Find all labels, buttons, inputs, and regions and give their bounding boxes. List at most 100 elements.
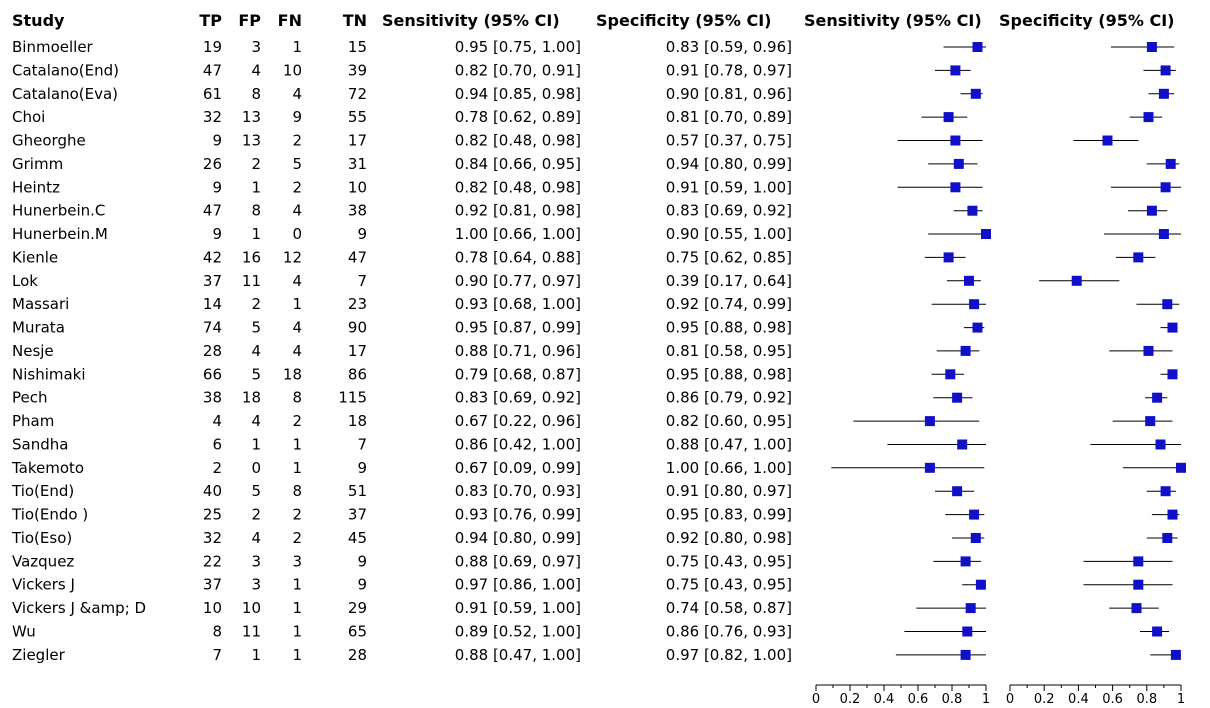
sensitivity-point-marker <box>965 603 976 614</box>
table-row: Ziegler 7 1 1 28 0.88 [0.47, 1.00] 0.97 [0.82,… <box>12 646 792 664</box>
sensitivity-ci-text: 0.79 [0.68, 0.87] <box>455 365 581 383</box>
sensitivity-point-marker <box>960 649 971 660</box>
fp-value: 13 <box>242 108 261 126</box>
tn-value: 38 <box>348 202 367 220</box>
sensitivity-study-estimate <box>953 205 983 216</box>
sensitivity-study-estimate <box>935 486 975 497</box>
tp-value: 37 <box>203 272 222 290</box>
sensitivity-study-estimate <box>933 392 973 403</box>
specificity-point-marker <box>1155 439 1166 450</box>
table-row: Nesje 28 4 4 17 0.88 [0.71, 0.96] 0.81 [0.58, … <box>12 342 792 360</box>
fn-value: 3 <box>292 552 302 570</box>
table-row: Tio(Endo ) 25 2 2 37 0.93 [0.76, 0.99] 0.95 [0… <box>11 506 792 524</box>
study-name: Catalano(End) <box>12 61 119 79</box>
specificity-ci-text: 0.75 [0.62, 0.85] <box>666 248 792 266</box>
study-name: Wu <box>12 623 36 641</box>
fp-value: 16 <box>242 248 261 266</box>
specificity-tick-label: 1 <box>1177 692 1185 704</box>
header-fp: FP <box>238 11 261 30</box>
sensitivity-study-estimate <box>943 42 986 52</box>
table-row: Lok 37 11 4 7 0.90 [0.77, 0.97] 0.39 [0.17, 0.… <box>12 272 792 290</box>
study-name: Hunerbein.M <box>12 225 108 243</box>
specificity-ci-text: 0.81 [0.70, 0.89] <box>666 108 792 126</box>
specificity-point-marker <box>1170 649 1181 660</box>
study-name: Pham <box>12 412 54 430</box>
specificity-ci-text: 0.75 [0.43, 0.95] <box>666 552 792 570</box>
study-name: Grimm <box>12 155 63 173</box>
tp-value: 9 <box>212 132 222 150</box>
sensitivity-study-estimate <box>931 299 986 310</box>
fn-value: 9 <box>292 108 302 126</box>
specificity-tick-label: 0.2 <box>1034 692 1055 704</box>
sensitivity-study-estimate <box>928 158 978 169</box>
sensitivity-study-estimate <box>928 229 991 239</box>
specificity-point-marker <box>1071 275 1082 286</box>
specificity-ci-text: 0.39 [0.17, 0.64] <box>666 272 792 290</box>
sensitivity-tick-label: 0.2 <box>840 692 861 704</box>
specificity-ci-text: 1.00 [0.66, 1.00] <box>666 459 792 477</box>
specificity-study-estimate <box>1145 392 1168 403</box>
tn-value: 10 <box>348 178 367 196</box>
sensitivity-study-estimate <box>946 275 981 286</box>
specificity-study-estimate <box>1136 299 1180 310</box>
header-sensitivity-ci: Sensitivity (95% CI) <box>382 11 560 30</box>
sensitivity-ci-text: 0.90 [0.77, 0.97] <box>455 272 581 290</box>
table-row: Hunerbein.M 9 1 0 9 1.00 [0.66, 1.00] 0.90 [0.… <box>12 225 792 243</box>
tp-value: 22 <box>203 552 222 570</box>
specificity-study-estimate <box>1073 135 1139 146</box>
fn-value: 1 <box>292 646 302 664</box>
table-row: Catalano(Eva) 61 8 4 72 0.94 [0.85, 0.98] 0.90… <box>12 85 792 103</box>
sensitivity-study-estimate <box>897 182 983 193</box>
fn-value: 2 <box>292 132 302 150</box>
specificity-point-marker <box>1160 65 1171 76</box>
tn-value: 55 <box>348 108 367 126</box>
specificity-tick-label: 0.8 <box>1136 692 1157 704</box>
table-row: Kienle 42 16 12 47 0.78 [0.64, 0.88] 0.75 [0.6… <box>12 248 792 266</box>
table-row: Vickers J 37 3 1 9 0.97 [0.86, 1.00] 0.75 [0.4… <box>12 576 792 594</box>
tn-value: 31 <box>348 155 367 173</box>
tp-value: 32 <box>203 108 222 126</box>
sensitivity-ci-text: 0.86 [0.42, 1.00] <box>455 436 581 454</box>
specificity-point-marker <box>1167 509 1178 520</box>
sensitivity-ci-text: 0.83 [0.69, 0.92] <box>455 389 581 407</box>
sensitivity-x-axis: 0 0.2 0.4 0.6 0.8 1 <box>812 684 990 707</box>
sensitivity-ci-text: 0.95 [0.87, 0.99] <box>455 319 581 337</box>
sensitivity-tick-label: 0.4 <box>874 692 895 704</box>
sensitivity-ci-text: 0.88 [0.69, 0.97] <box>455 552 581 570</box>
study-name: Takemoto <box>11 459 84 477</box>
specificity-point-marker <box>1158 229 1169 239</box>
sensitivity-point-marker <box>945 369 956 380</box>
study-name: Ziegler <box>12 646 66 664</box>
fp-value: 1 <box>251 646 261 664</box>
fn-value: 4 <box>292 342 302 360</box>
specificity-ci-text: 0.81 [0.58, 0.95] <box>666 342 792 360</box>
sensitivity-tick-label: 0.6 <box>908 692 929 704</box>
header-specificity-ci: Specificity (95% CI) <box>596 11 771 30</box>
sensitivity-study-estimate <box>962 579 986 590</box>
sensitivity-point-marker <box>950 182 961 193</box>
tp-value: 47 <box>203 202 222 220</box>
sensitivity-point-marker <box>943 252 954 263</box>
specificity-point-marker <box>1143 112 1154 123</box>
tn-value: 7 <box>357 436 367 454</box>
fp-value: 1 <box>251 225 261 243</box>
tp-value: 9 <box>212 225 222 243</box>
fp-value: 3 <box>251 38 261 56</box>
specificity-point-marker <box>1167 369 1178 380</box>
table-row: Nishimaki 66 5 18 86 0.79 [0.68, 0.87] 0.95 [0… <box>12 365 792 383</box>
specificity-study-estimate <box>1110 182 1181 193</box>
specificity-study-estimate <box>1112 416 1173 427</box>
study-name: Tio(Endo ) <box>11 506 88 524</box>
tp-value: 9 <box>212 178 222 196</box>
fp-value: 2 <box>251 295 261 313</box>
fn-value: 4 <box>292 272 302 290</box>
tp-value: 26 <box>203 155 222 173</box>
specificity-study-estimate <box>1150 649 1181 660</box>
fn-value: 2 <box>292 178 302 196</box>
specificity-study-estimate <box>1104 229 1181 239</box>
tp-value: 38 <box>203 389 222 407</box>
sensitivity-point-marker <box>952 486 963 497</box>
tn-value: 115 <box>338 389 367 407</box>
table-row: Takemoto 2 0 1 9 0.67 [0.09, 0.99] 1.00 [0.66,… <box>11 459 792 477</box>
specificity-ci-text: 0.95 [0.88, 0.98] <box>666 319 792 337</box>
